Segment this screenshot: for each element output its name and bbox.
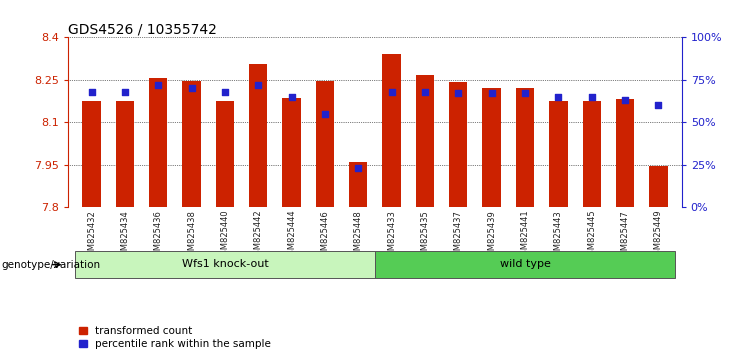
Bar (616, 99, 634, 207)
Text: genotype/variation: genotype/variation (1, 259, 101, 270)
Bar (249, 64, 268, 207)
Bar (582, 101, 601, 207)
Bar (216, 101, 234, 207)
Point (252, 82, 264, 87)
Bar (182, 81, 201, 207)
Point (619, 97, 631, 103)
Point (652, 102, 664, 108)
Point (419, 89, 431, 95)
Bar (482, 88, 501, 207)
Point (319, 111, 330, 116)
Bar (116, 101, 134, 207)
Bar (282, 98, 301, 207)
Point (119, 89, 130, 95)
FancyBboxPatch shape (75, 251, 375, 278)
Bar (382, 54, 401, 207)
Point (285, 94, 297, 99)
Bar (349, 162, 368, 207)
Point (353, 165, 365, 171)
Point (219, 89, 231, 95)
Bar (449, 82, 468, 207)
Point (386, 89, 398, 95)
Point (552, 94, 565, 99)
Text: wild type: wild type (499, 259, 551, 269)
Point (85, 89, 97, 95)
Point (519, 90, 531, 96)
Point (152, 82, 164, 87)
Legend: transformed count, percentile rank within the sample: transformed count, percentile rank withi… (79, 326, 270, 349)
Point (185, 85, 197, 91)
Bar (649, 166, 668, 207)
Point (585, 94, 597, 99)
Bar (149, 78, 167, 207)
Bar (82, 101, 101, 207)
Bar (416, 75, 434, 207)
FancyBboxPatch shape (375, 251, 675, 278)
Point (486, 90, 498, 96)
Text: GDS4526 / 10355742: GDS4526 / 10355742 (68, 22, 217, 36)
Point (452, 90, 464, 96)
Bar (549, 101, 568, 207)
Bar (316, 81, 334, 207)
Bar (516, 88, 534, 207)
Text: Wfs1 knock-out: Wfs1 knock-out (182, 259, 268, 269)
